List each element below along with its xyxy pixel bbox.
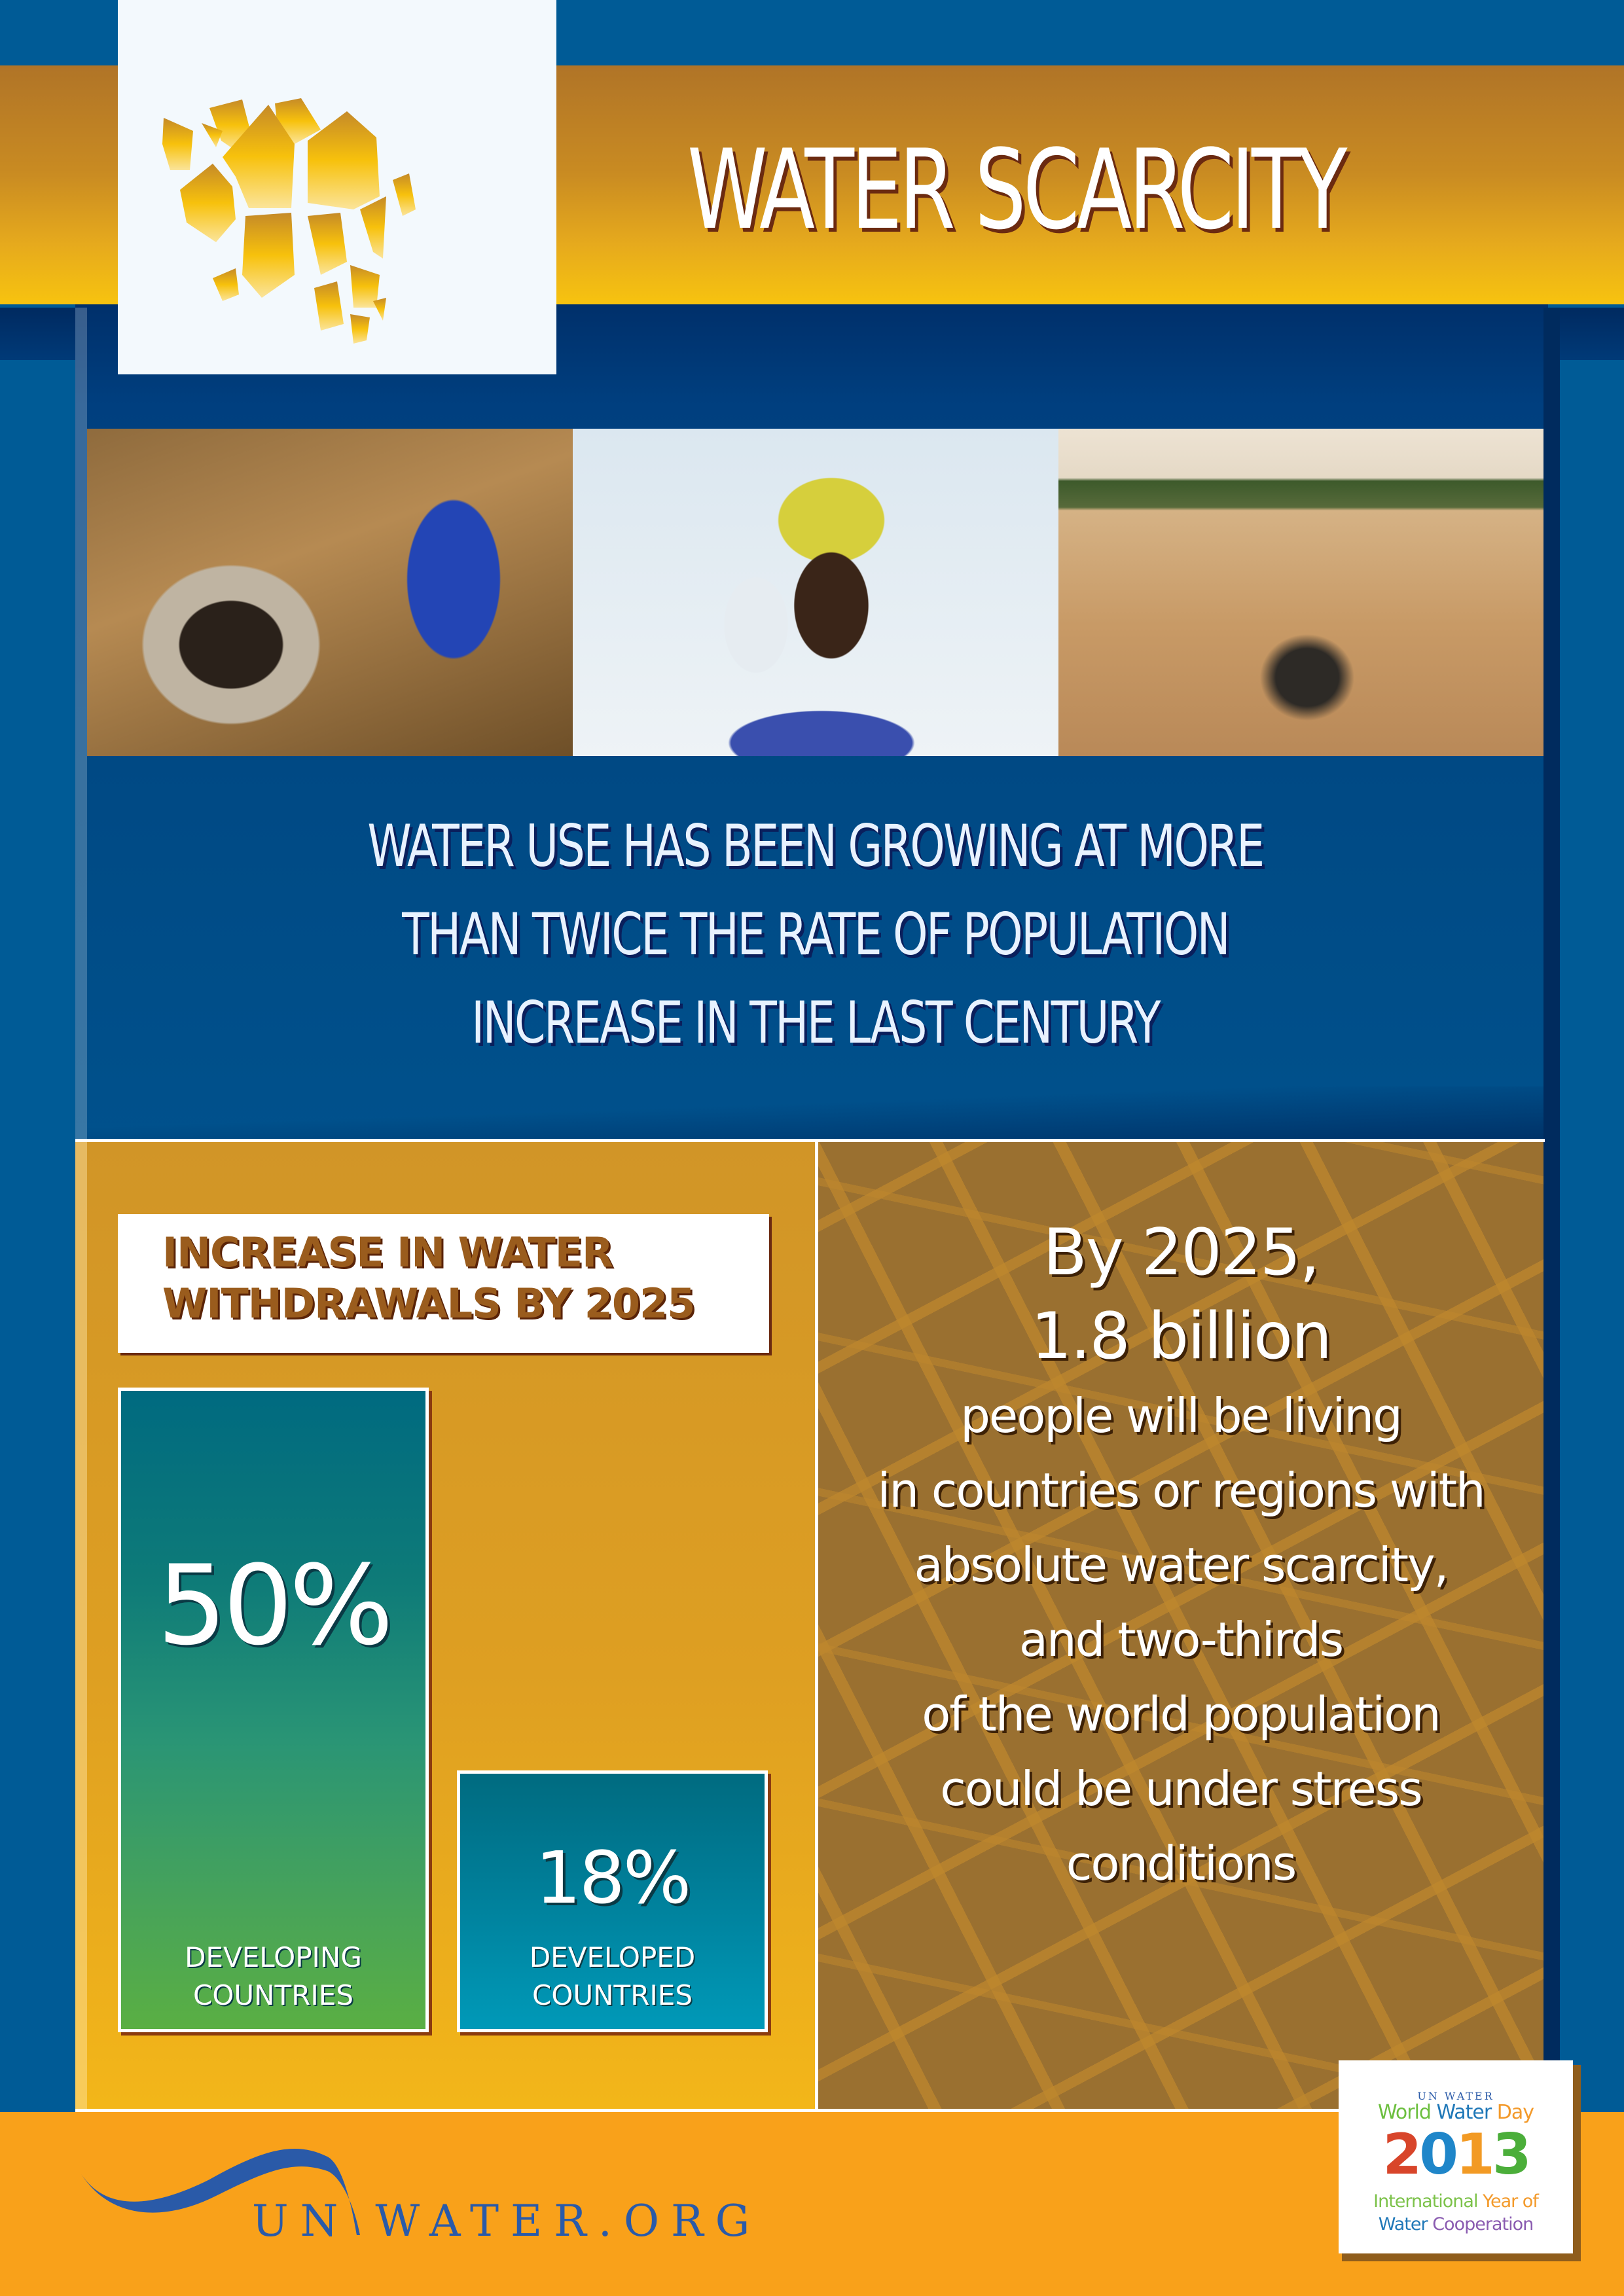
cracked-earth-panel [818,1142,1543,2109]
headline-panel-shade [87,1086,1543,1139]
wwd-year: 2013 [1382,2122,1531,2187]
wwd-org: UN WATER [1417,2090,1494,2102]
withdrawals-panel-stripe [75,1142,87,2109]
logo-box [118,0,556,374]
section-divider [75,1139,1545,1142]
headline: WATER USE HAS BEEN GROWING AT MORE THAN … [87,802,1543,1067]
footer-divider [75,2109,1545,2112]
stat-number: 1.8 billion [1030,1299,1332,1374]
population-stat: By 2025, 1.8 billion people will be livi… [818,1211,1543,1901]
bar-label: DEVELOPING COUNTRIES [185,1941,362,2011]
headline-line-3: INCREASE IN THE LAST CENTURY [471,989,1161,1056]
footer-left-frame [0,2062,75,2112]
wwd-subtitle-1: International Year of [1373,2191,1539,2212]
withdrawals-title: INCREASE IN WATER WITHDRAWALS BY 2025 [162,1229,695,1327]
bar-developing-countries: 50% DEVELOPING COUNTRIES [118,1388,429,2032]
bar-value: 18% [535,1836,692,1920]
photo-well [87,429,573,756]
headline-line-1: WATER USE HAS BEEN GROWING AT MORE [367,812,1265,880]
wwd-subtitle-2: Water Cooperation [1378,2214,1534,2234]
unwater-link[interactable]: UN WATER.ORG [252,2196,762,2246]
photo-woman-drinking [573,429,1058,756]
unwater-wave-icon [79,2148,360,2235]
withdrawals-title-box [118,1214,769,1353]
photo-dry-land [1058,429,1543,756]
headline-line-2: THAN TWICE THE RATE OF POPULATION [402,901,1230,968]
wwd-title: World Water Day [1377,2101,1534,2124]
cracked-earth-icon [162,98,416,344]
world-water-day-logo: UN WATER World Water Day 2013 Internatio… [1339,2060,1573,2253]
page-title: WATER SCARCITY [687,126,1347,254]
right-frame-stripe [1543,308,1560,2062]
bar-developed-countries: 18% DEVELOPED COUNTRIES [457,1770,768,2032]
bar-value: 50% [156,1541,393,1670]
stat-year: By 2025, [1043,1215,1320,1290]
panel-separator [815,1142,818,2111]
bar-label: DEVELOPED COUNTRIES [529,1941,696,2011]
